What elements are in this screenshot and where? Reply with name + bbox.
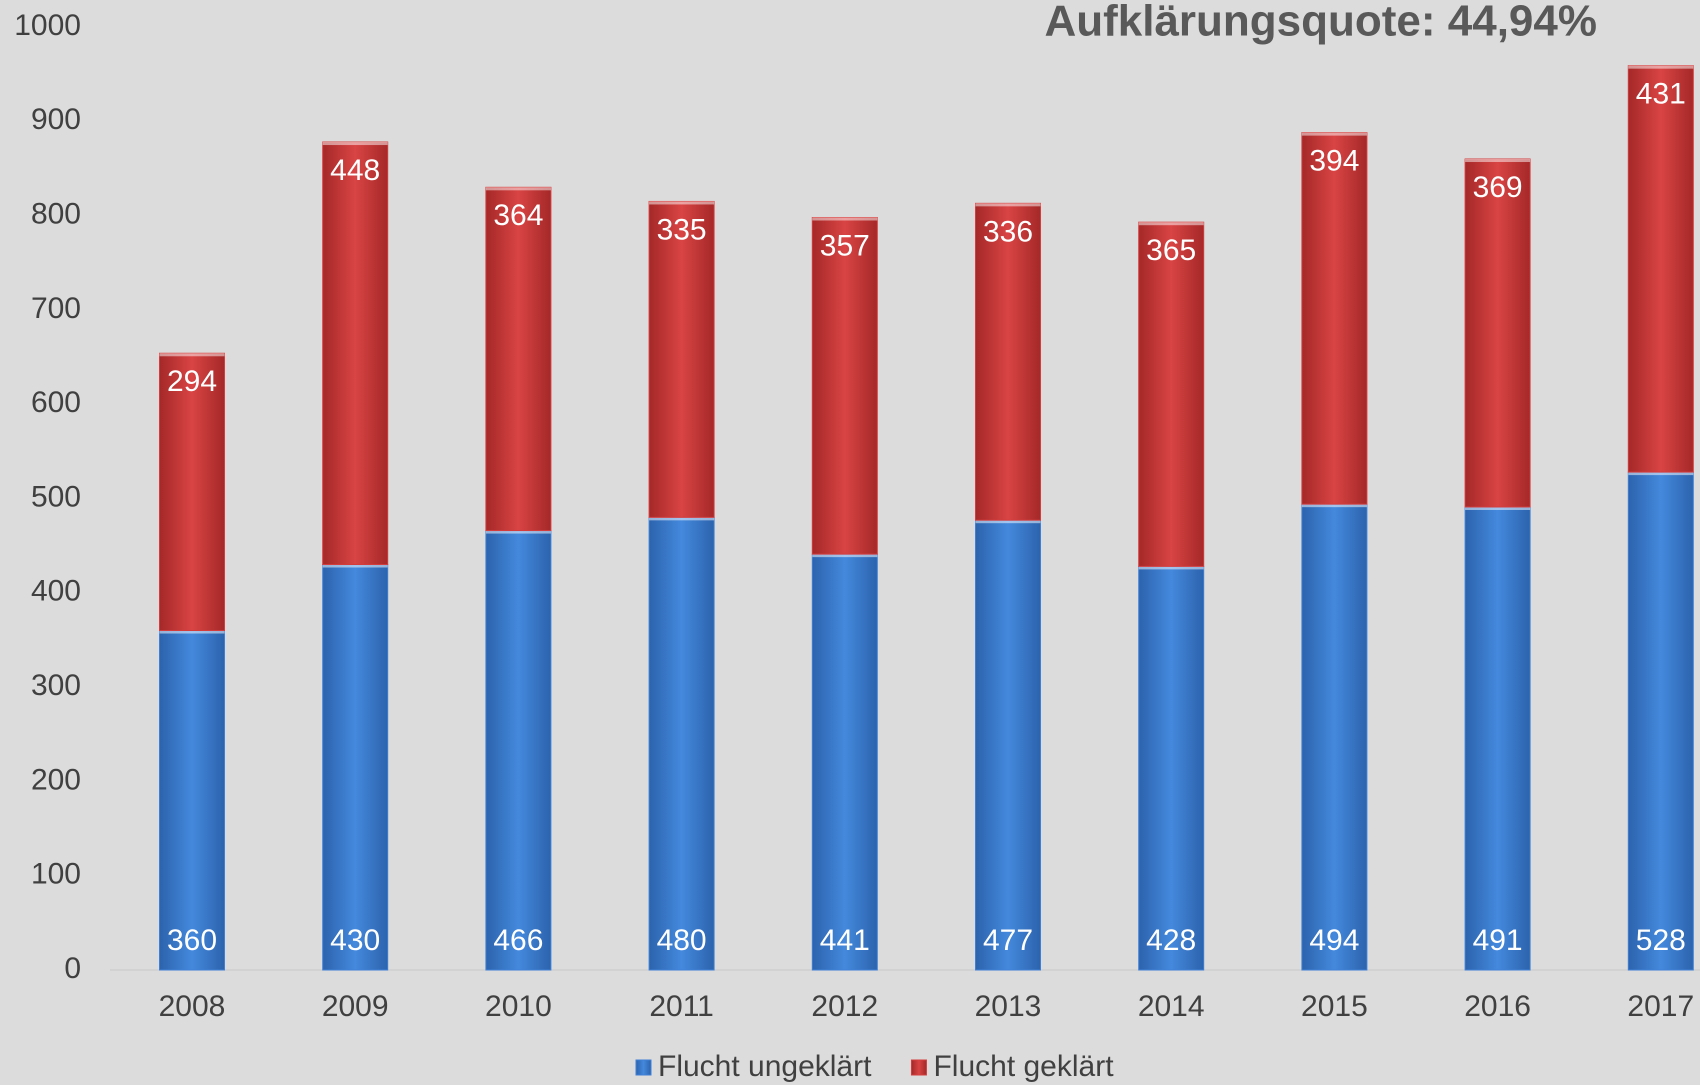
bar-top-highlight	[1301, 504, 1367, 508]
bar-top-highlight	[322, 142, 388, 146]
bar-top-highlight	[1628, 472, 1694, 476]
bar-top-highlight	[159, 630, 225, 634]
bar-segment	[1627, 65, 1694, 473]
bar-segment	[1464, 506, 1531, 971]
value-label: 364	[493, 199, 543, 232]
value-label: 428	[1146, 924, 1196, 957]
bar-top-highlight	[1465, 506, 1531, 510]
value-label: 441	[820, 924, 870, 957]
y-tick-label: 300	[31, 669, 81, 702]
bar-top-highlight	[1138, 566, 1204, 570]
bar-segment	[322, 141, 389, 566]
bar-top-highlight	[649, 201, 715, 205]
x-tick-label: 2012	[811, 990, 878, 1023]
legend-label: Flucht ungeklärt	[658, 1050, 872, 1083]
y-tick-label: 800	[31, 198, 81, 231]
value-label: 360	[167, 924, 217, 957]
y-tick-label: 600	[31, 386, 81, 419]
y-tick-label: 200	[31, 763, 81, 796]
y-tick-label: 400	[31, 575, 81, 608]
value-label: 494	[1309, 924, 1359, 957]
bar-top-highlight	[812, 554, 878, 558]
value-label: 480	[657, 924, 707, 957]
bar-segment	[485, 186, 552, 532]
bar-segment	[648, 516, 715, 971]
bar-segment	[648, 200, 715, 518]
value-label: 357	[820, 229, 870, 262]
bar-segment	[1464, 158, 1531, 508]
x-tick-label: 2014	[1138, 990, 1205, 1023]
x-tick-label: 2009	[322, 990, 389, 1023]
value-label: 466	[493, 924, 543, 957]
bar-top-highlight	[485, 530, 551, 534]
bar-segment	[322, 564, 389, 971]
bar-segment	[975, 202, 1041, 521]
bar-top-highlight	[812, 217, 878, 221]
chart-title: Aufklärungsquote: 44,94%	[1044, 0, 1597, 46]
legend-label: Flucht geklärt	[933, 1050, 1114, 1083]
value-label: 335	[657, 213, 707, 246]
x-tick-label: 2016	[1464, 990, 1531, 1023]
value-label: 365	[1146, 234, 1196, 267]
value-label: 369	[1473, 171, 1523, 204]
value-label: 448	[330, 154, 380, 187]
bar-segment	[485, 530, 552, 971]
bar-top-highlight	[322, 564, 388, 568]
value-label: 294	[167, 365, 217, 398]
legend-swatch	[910, 1059, 927, 1076]
y-tick-label: 900	[31, 103, 81, 136]
x-tick-label: 2017	[1627, 990, 1694, 1023]
bar-top-highlight	[159, 353, 225, 357]
y-tick-label: 0	[64, 952, 81, 985]
legend-swatch	[635, 1059, 652, 1076]
value-label: 528	[1636, 924, 1686, 957]
x-tick-label: 2008	[159, 990, 226, 1023]
value-label: 336	[983, 215, 1033, 248]
bar-segment	[1301, 132, 1368, 505]
value-label: 431	[1636, 78, 1686, 111]
value-label: 394	[1309, 145, 1359, 178]
value-label: 477	[983, 924, 1033, 957]
bar-segment	[1301, 503, 1368, 971]
value-label: 430	[330, 924, 380, 957]
bar-top-highlight	[485, 187, 551, 191]
bar-segment	[1627, 471, 1694, 971]
x-tick-label: 2013	[975, 990, 1042, 1023]
bar-top-highlight	[1465, 159, 1531, 163]
bar-segment	[811, 216, 878, 555]
bar-segment	[1138, 221, 1205, 567]
bar-top-highlight	[1301, 132, 1367, 136]
bar-segment	[975, 519, 1041, 971]
bar-top-highlight	[975, 203, 1041, 207]
x-tick-label: 2010	[485, 990, 552, 1023]
y-tick-label: 500	[31, 480, 81, 513]
x-tick-label: 2011	[649, 990, 714, 1023]
bar-top-highlight	[1138, 222, 1204, 226]
bar-segment	[1138, 565, 1205, 971]
value-label: 491	[1473, 924, 1523, 957]
y-tick-label: 700	[31, 292, 81, 325]
bar-top-highlight	[1628, 65, 1694, 69]
bar-segment	[159, 630, 225, 971]
x-tick-label: 2015	[1301, 990, 1368, 1023]
bar-segment	[811, 553, 878, 971]
bar-top-highlight	[649, 517, 715, 521]
bar-segment	[159, 352, 225, 632]
bar-top-highlight	[975, 520, 1041, 524]
y-tick-label: 100	[31, 858, 81, 891]
y-tick-label: 1000	[14, 9, 81, 42]
